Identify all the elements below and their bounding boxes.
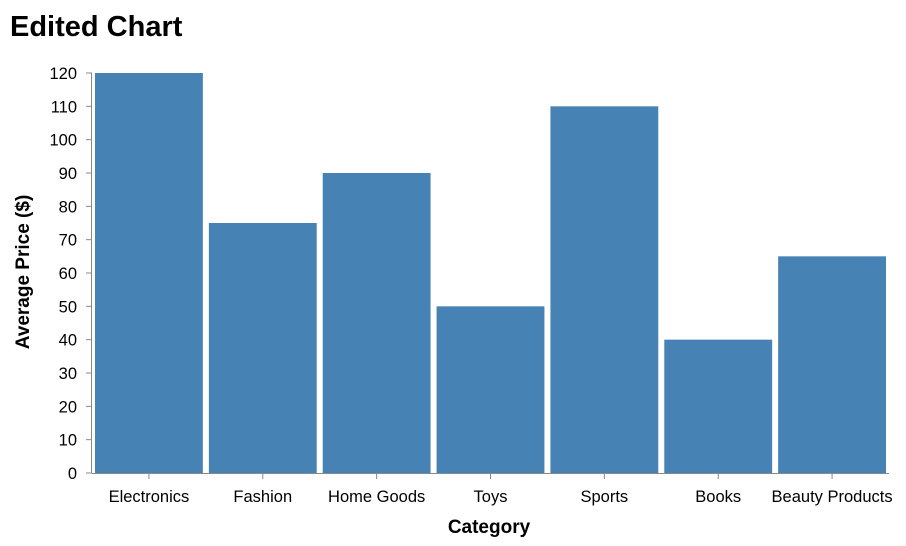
bar-electronics — [95, 73, 203, 473]
bar-home-goods — [322, 173, 431, 473]
bars-group — [95, 73, 886, 473]
bar-fashion — [208, 223, 317, 473]
x-axis: Electronics Fashion Home Goods Toys Sports Bo… — [92, 473, 893, 506]
bar-toys — [436, 306, 545, 473]
chart-title: Edited Chart — [10, 11, 183, 43]
bar-sports — [550, 106, 659, 473]
x-tick-label: Beauty Products — [772, 488, 893, 506]
y-axis: 0 10 20 30 40 50 60 70 80 90 100 110 120 — [49, 65, 92, 483]
y-tick-label: 80 — [59, 198, 77, 216]
x-tick-label: Fashion — [233, 488, 292, 506]
y-tick-label: 70 — [59, 232, 77, 250]
x-tick-label: Electronics — [109, 488, 190, 506]
y-tick-label: 120 — [49, 65, 77, 83]
y-tick-label: 20 — [59, 398, 77, 416]
x-tick-label: Toys — [474, 488, 508, 506]
y-tick-label: 110 — [51, 98, 77, 116]
y-tick-label: 10 — [59, 432, 77, 450]
bar-beauty-products — [778, 256, 886, 473]
y-axis-title: Average Price ($) — [13, 195, 34, 350]
bar-books — [664, 339, 773, 473]
x-axis-title: Category — [448, 517, 531, 538]
y-tick-label: 50 — [59, 298, 77, 316]
x-tick-label: Sports — [581, 488, 629, 506]
y-tick-label: 100 — [49, 132, 77, 150]
y-tick-label: 0 — [68, 465, 77, 483]
x-tick-label: Books — [695, 488, 741, 506]
y-tick-label: 60 — [59, 265, 77, 283]
x-tick-label: Home Goods — [328, 488, 425, 506]
y-tick-label: 40 — [59, 332, 77, 350]
y-tick-label: 90 — [59, 165, 77, 183]
y-tick-label: 30 — [59, 365, 77, 383]
